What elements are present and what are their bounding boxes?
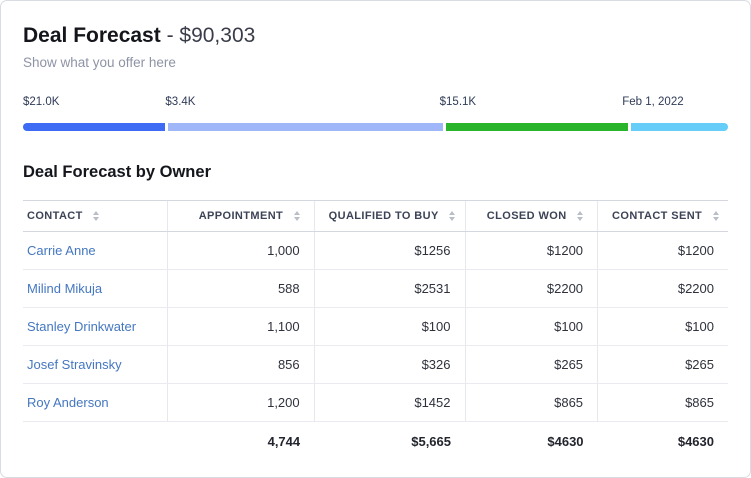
qualified-value: $1256	[313, 231, 465, 271]
sort-icon	[577, 211, 584, 222]
table-row: Carrie Anne 1,000 $1256 $1200 $1200	[23, 231, 728, 271]
contact-sent-value: $2200	[597, 269, 728, 309]
qualified-value: $326	[313, 345, 465, 385]
contact-sent-value: $100	[597, 307, 728, 347]
progress-bar-track	[23, 123, 728, 132]
qualified-value: $2531	[313, 269, 465, 309]
page-subtitle: Show what you offer here	[23, 55, 176, 71]
closed-won-value: $2200	[464, 269, 598, 309]
progress-labels: $21.0K $3.4K $15.1K Feb 1, 2022	[23, 96, 728, 108]
segment-label: $21.0K	[23, 96, 60, 109]
appointment-value: 1,200	[167, 383, 315, 423]
closed-won-total: $4630	[465, 421, 598, 462]
contact-link[interactable]: Carrie Anne	[27, 243, 96, 259]
forecast-progress-bar: $21.0K $3.4K $15.1K Feb 1, 2022	[23, 96, 728, 132]
appointment-value: 1,100	[167, 307, 315, 347]
table-title: Deal Forecast by Owner	[23, 163, 211, 182]
contact-link[interactable]: Josef Stravinsky	[27, 357, 122, 373]
appointment-value: 856	[167, 345, 315, 385]
progress-segment	[445, 123, 629, 132]
closed-won-value: $100	[464, 307, 598, 347]
sort-icon	[712, 211, 719, 222]
column-header-closed-won[interactable]: CLOSED WON	[464, 200, 598, 233]
contact-link[interactable]: Stanley Drinkwater	[27, 319, 137, 335]
segment-label: $15.1K	[439, 96, 477, 109]
contact-link[interactable]: Milind Mikuja	[27, 281, 103, 297]
contact-sent-value: $265	[597, 345, 728, 385]
progress-segment	[168, 123, 443, 132]
page-header: Deal Forecast - $90,303	[23, 23, 728, 48]
totals-row: 4,744 $5,665 $4630 $4630	[23, 421, 728, 462]
sort-icon	[93, 211, 100, 222]
table-row: Stanley Drinkwater 1,100 $100 $100 $100	[23, 307, 728, 347]
column-header-contact-sent[interactable]: CONTACT SENT	[597, 200, 728, 233]
appointment-value: 1,000	[167, 231, 315, 271]
qualified-total: $5,665	[314, 421, 465, 462]
closed-won-value: $1200	[464, 231, 598, 271]
column-header-contact[interactable]: CONTACT	[23, 200, 168, 233]
table-row: Roy Anderson 1,200 $1452 $865 $865	[23, 383, 728, 423]
page-title: Deal Forecast	[23, 24, 161, 47]
contact-sent-value: $1200	[597, 231, 728, 271]
table-row: Josef Stravinsky 856 $326 $265 $265	[23, 345, 728, 385]
contact-link[interactable]: Roy Anderson	[27, 395, 109, 411]
qualified-value: $100	[313, 307, 465, 347]
sort-icon	[293, 211, 300, 222]
closed-won-value: $865	[464, 383, 598, 423]
progress-segment	[23, 123, 166, 132]
totals-empty-cell	[23, 421, 168, 462]
column-header-qualified-to-buy[interactable]: QUALIFIED TO BUY	[313, 200, 465, 233]
contact-sent-value: $865	[597, 383, 728, 423]
segment-label: Feb 1, 2022	[622, 96, 684, 109]
contact-sent-total: $4630	[597, 421, 728, 462]
sort-icon	[449, 211, 455, 222]
appointment-total: 4,744	[167, 421, 315, 462]
total-amount: - $90,303	[160, 24, 256, 47]
closed-won-value: $265	[464, 345, 598, 385]
qualified-value: $1452	[313, 383, 465, 423]
table-header-row: CONTACT APPOINTMENT QUALIFIED TO BUY CLO…	[23, 200, 728, 233]
deal-forecast-table: CONTACT APPOINTMENT QUALIFIED TO BUY CLO…	[23, 200, 728, 462]
table-row: Milind Mikuja 588 $2531 $2200 $2200	[23, 269, 728, 309]
progress-segment	[631, 123, 728, 132]
appointment-value: 588	[167, 269, 315, 309]
column-header-appointment[interactable]: APPOINTMENT	[167, 200, 315, 233]
segment-label: $3.4K	[165, 96, 196, 109]
